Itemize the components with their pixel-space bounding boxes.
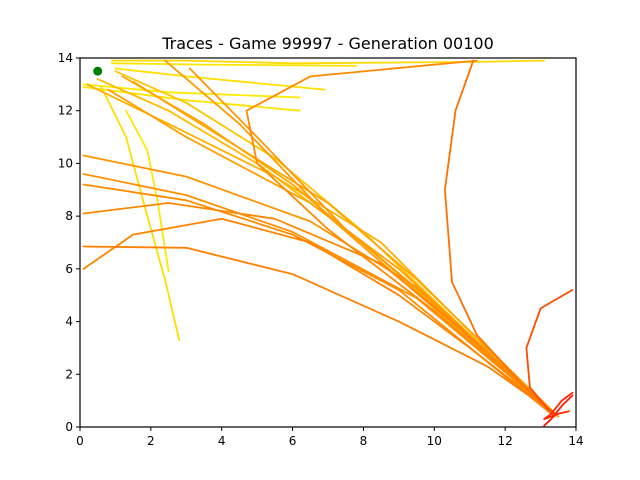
trace-line-26	[543, 394, 574, 427]
x-tick-label: 14	[568, 434, 583, 448]
trace-line-7	[125, 109, 170, 273]
chart-title: Traces - Game 99997 - Generation 00100	[161, 34, 494, 53]
x-tick-label: 10	[427, 434, 442, 448]
trace-line-1	[111, 62, 358, 67]
plot-frame	[79, 57, 577, 428]
y-tick-label: 14	[58, 51, 73, 65]
series-layer	[82, 59, 574, 427]
trace-line-4	[82, 86, 301, 112]
y-tick-label: 4	[65, 315, 73, 329]
x-tick-label: 4	[218, 434, 226, 448]
y-tick-label: 10	[58, 156, 73, 170]
trace-line-20	[82, 217, 556, 415]
trace-line-23	[443, 59, 556, 418]
x-tick-label: 8	[360, 434, 368, 448]
y-tick-label: 0	[65, 420, 73, 434]
trace-line-22	[245, 59, 556, 415]
x-axis: 0 2 4 6 8 10 12 14	[76, 427, 584, 448]
trace-line-6	[100, 86, 181, 341]
x-tick-label: 2	[147, 434, 155, 448]
trace-line-5	[111, 59, 545, 65]
trace-line-16	[82, 154, 556, 415]
trace-line-8	[114, 70, 556, 418]
marker-layer	[93, 66, 103, 76]
trace-line-18	[82, 183, 553, 415]
trace-line-2	[114, 67, 326, 91]
trace-line-25	[543, 391, 574, 421]
trace-line-17	[82, 173, 556, 415]
trace-line-12	[132, 80, 560, 418]
x-tick-label: 0	[76, 434, 84, 448]
trace-line-19	[82, 202, 556, 415]
x-tick-label: 6	[289, 434, 297, 448]
trace-line-14	[164, 59, 560, 418]
trace-line-24	[525, 288, 574, 415]
y-tick-label: 8	[65, 209, 73, 223]
x-tick-label: 12	[498, 434, 513, 448]
trace-line-21	[82, 245, 556, 415]
trace-line-3	[82, 83, 301, 99]
y-axis: 0 2 4 6 8 10 12 14	[58, 51, 80, 434]
target-point	[93, 66, 103, 76]
y-tick-label: 6	[65, 262, 73, 276]
y-tick-label: 2	[65, 367, 73, 381]
y-tick-label: 12	[58, 104, 73, 118]
